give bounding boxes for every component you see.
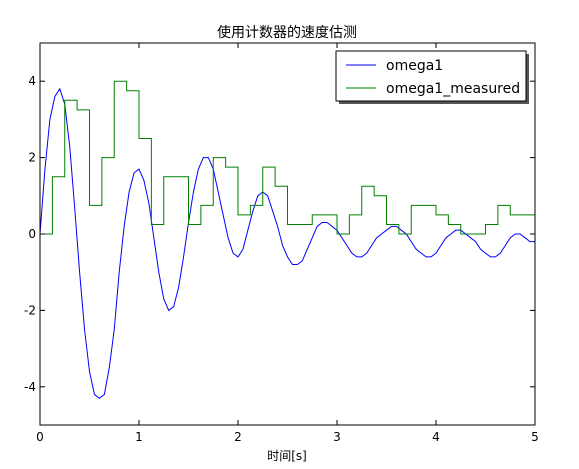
x-axis-label: 时间[s] <box>267 449 307 463</box>
tick-layer: 0 1 2 3 4 5 -4 -2 0 2 4 <box>24 43 539 444</box>
series-layer <box>39 80 535 399</box>
chart-title: 使用计数器的速度估测 <box>217 24 357 41</box>
x-tick-label: 3 <box>333 430 341 444</box>
y-tick-label: 4 <box>28 74 36 88</box>
y-tick-label: -4 <box>24 380 36 394</box>
legend-box <box>335 50 527 102</box>
legend-label-omega1: omega1 <box>386 58 443 74</box>
legend: omega1 omega1_measured <box>335 50 529 104</box>
y-tick-label: 2 <box>28 151 36 165</box>
legend-label-omega1-measured: omega1_measured <box>386 81 520 97</box>
series-line-omega1-measured <box>40 80 535 235</box>
x-tick-label: 0 <box>36 430 44 444</box>
y-tick-label: 0 <box>28 227 36 241</box>
x-tick-label: 5 <box>531 430 539 444</box>
x-tick-label: 2 <box>234 430 242 444</box>
series-line-omega1 <box>39 87 535 399</box>
plot-area <box>40 43 535 425</box>
x-tick-label: 4 <box>432 430 440 444</box>
y-tick-label: -2 <box>24 303 36 317</box>
x-tick-label: 1 <box>135 430 143 444</box>
